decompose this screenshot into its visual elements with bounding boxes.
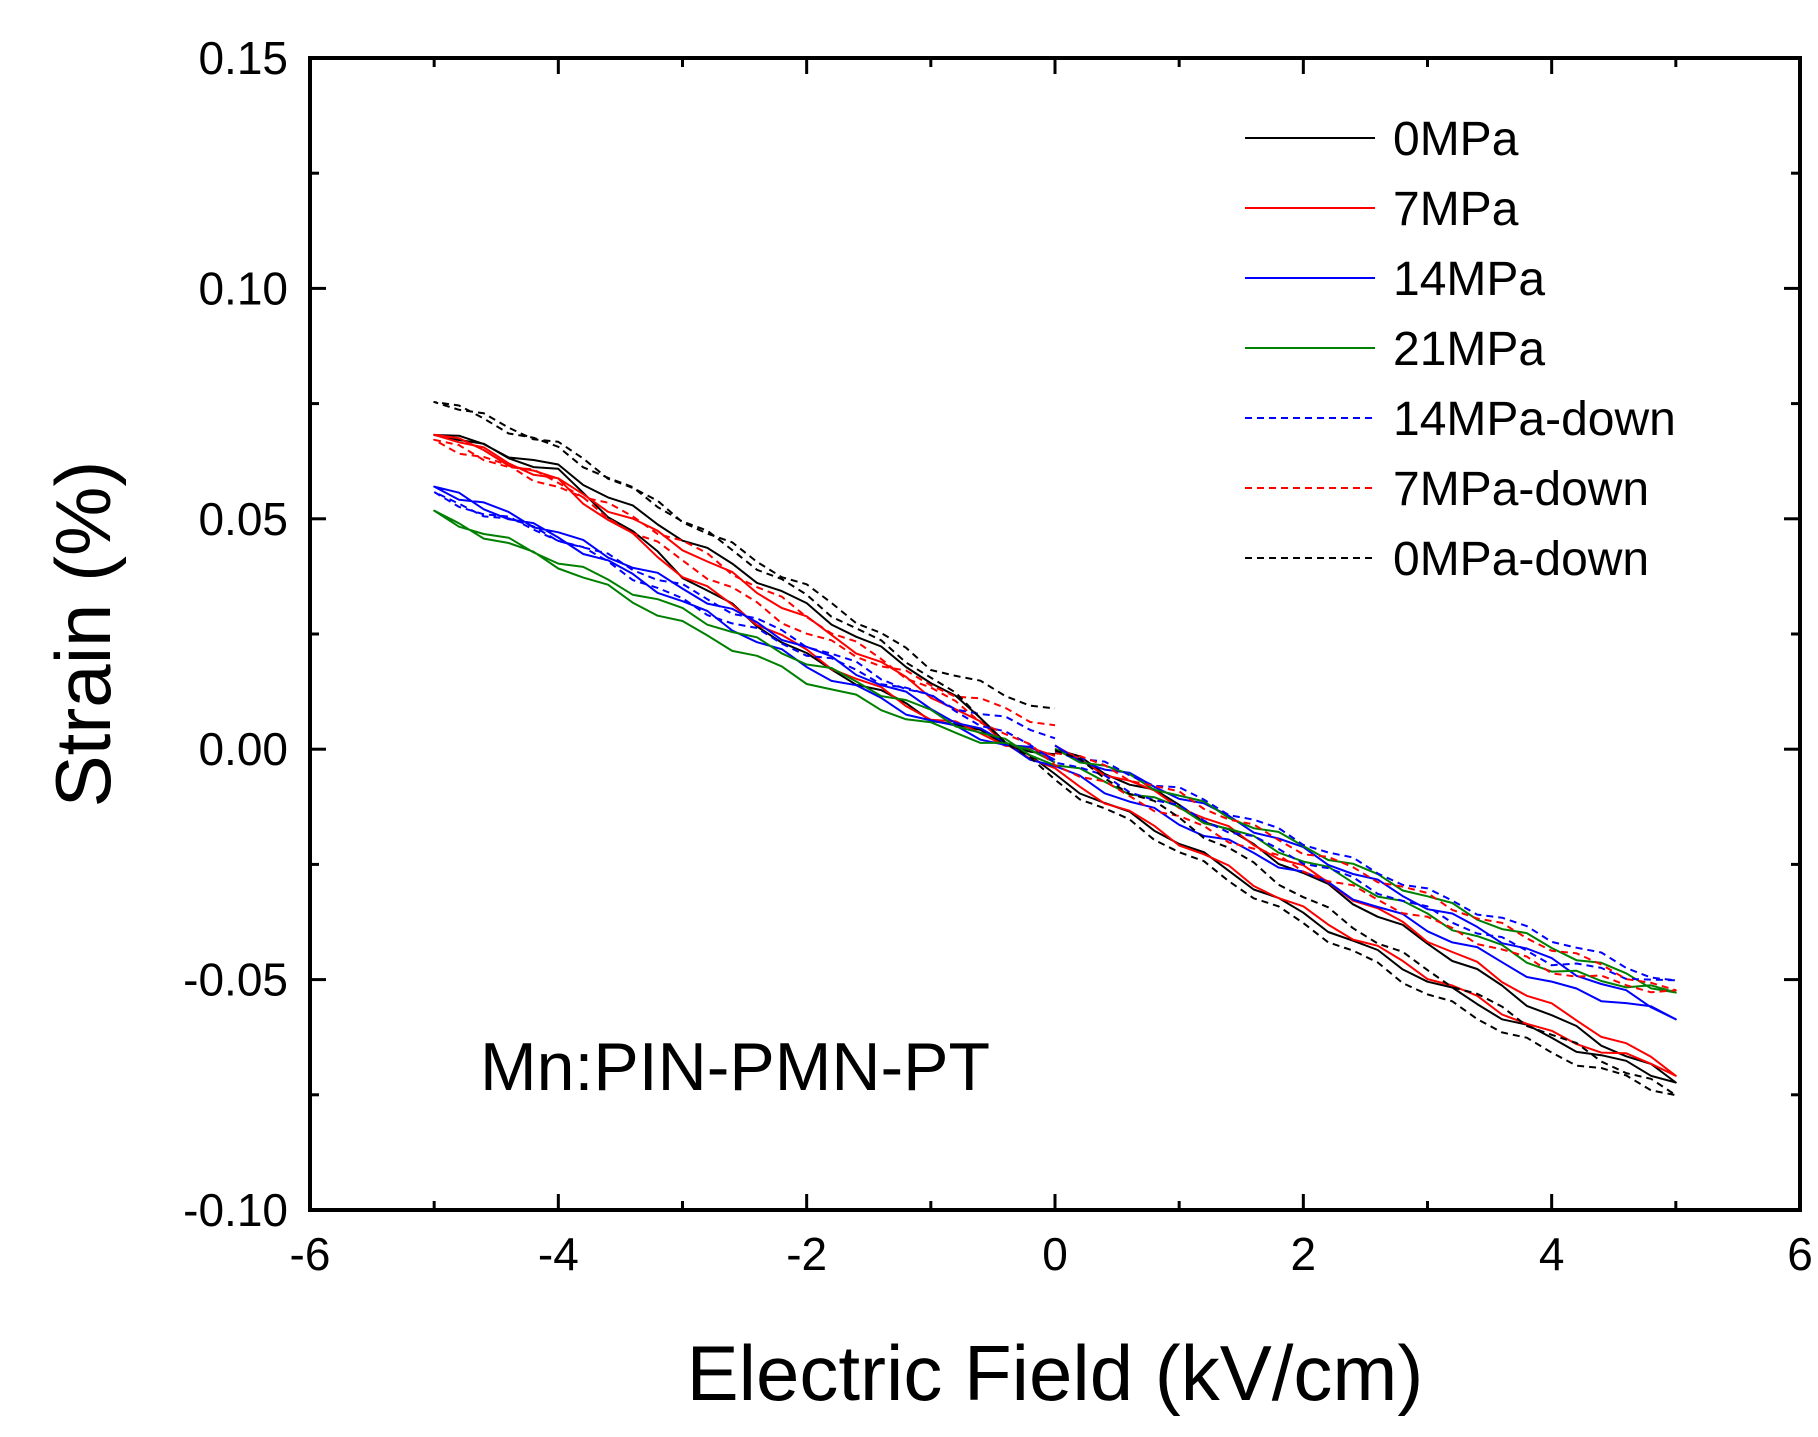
series-group [433, 401, 1677, 1097]
x-tick-label: 0 [1042, 1228, 1068, 1280]
x-tick-label: 6 [1787, 1228, 1813, 1280]
x-tick-label: -4 [538, 1228, 579, 1280]
legend-label-0mpa-down: 0MPa-down [1393, 533, 1649, 586]
series-line-0mpa [433, 434, 1677, 1084]
legend-label-0mpa: 0MPa [1393, 113, 1519, 166]
legend: 0MPa 7MPa 14MPa 21MPa 14MPa-down 7MPa-down 0MP… [1245, 113, 1676, 586]
legend-label-14mpa-down: 14MPa-down [1393, 393, 1676, 446]
legend-label-7mpa-down: 7MPa-down [1393, 463, 1649, 516]
x-tick-label: -2 [786, 1228, 827, 1280]
legend-label-7mpa: 7MPa [1393, 183, 1519, 236]
x-tick-label: 4 [1539, 1228, 1565, 1280]
series-line-14mpa-down [433, 491, 1677, 982]
x-axis-title: Electric Field (kV/cm) [687, 1329, 1424, 1417]
series-line-7mpa-down [433, 438, 1677, 994]
y-tick-label: -0.10 [183, 1184, 288, 1236]
x-tick-label: -6 [290, 1228, 331, 1280]
material-annotation: Mn:PIN-PMN-PT [480, 1029, 990, 1105]
x-tick-label: 2 [1291, 1228, 1317, 1280]
y-axis-title: Strain (%) [39, 461, 127, 808]
legend-label-14mpa: 14MPa [1393, 253, 1545, 306]
y-tick-label: -0.05 [183, 954, 288, 1006]
y-tick-label: 0.05 [198, 493, 288, 545]
legend-label-21mpa: 21MPa [1393, 323, 1545, 376]
axis-ticks: -6 -4 -2 0 2 4 6 -0.10 -0.05 0.00 0.05 0.10 0.15 [183, 32, 1813, 1280]
series-line-0mpa-down [433, 401, 1677, 1097]
y-tick-label: 0.15 [198, 32, 288, 84]
y-tick-label: 0.00 [198, 723, 288, 775]
series-line-7mpa [433, 433, 1677, 1077]
y-tick-label: 0.10 [198, 262, 288, 314]
